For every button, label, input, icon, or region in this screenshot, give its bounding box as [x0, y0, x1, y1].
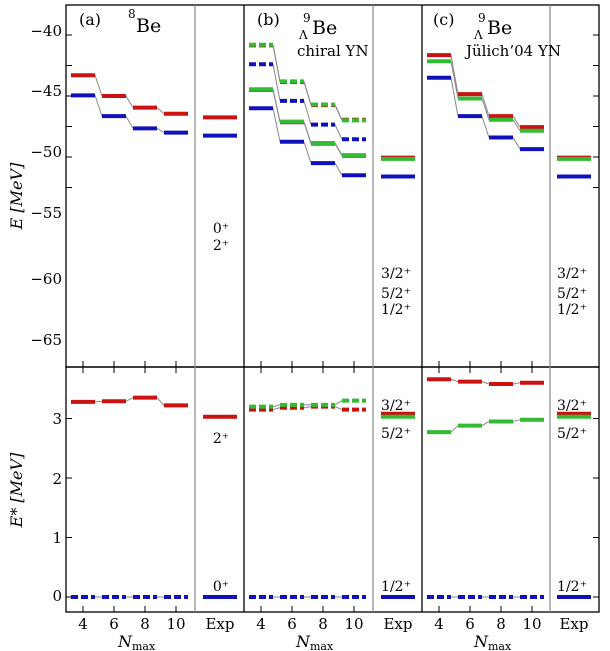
exp-xtick-label: Exp [559, 615, 588, 633]
panel-a-mass-number: 8 [128, 7, 136, 21]
top-connector-line [304, 122, 311, 143]
panel-c-mass-number: 9 [478, 11, 486, 25]
top-connector-line [273, 45, 280, 82]
top-connector-line [126, 96, 133, 108]
ytick-top-label: −55 [30, 204, 62, 222]
ytick-top-label: −50 [30, 143, 62, 161]
bottom-connector-line [482, 382, 489, 384]
panel-b-subtitle: chiral YN [297, 42, 369, 60]
x-axis-label: Nmax [117, 632, 156, 651]
xtick-label: 6 [287, 615, 297, 633]
ytick-bottom-label: 1 [52, 529, 62, 547]
exp-level-label: 1/2⁺ [381, 302, 411, 318]
exp-level-label: 3/2⁺ [557, 398, 587, 414]
top-connector-line [157, 108, 164, 114]
exp-level-label: 5/2⁺ [557, 426, 587, 442]
exp-level-label: 1/2⁺ [381, 579, 411, 595]
top-connector-line [335, 105, 342, 121]
exp-level-label: 1/2⁺ [557, 302, 587, 318]
xtick-label: 6 [109, 615, 119, 633]
exp-xtick-label: Exp [383, 615, 412, 633]
top-connector-line [95, 75, 102, 96]
top-connector-line [335, 143, 342, 155]
exp-level-label: 5/2⁺ [557, 286, 587, 302]
ytick-top-label: −65 [30, 331, 62, 349]
exp-level-label: 3/2⁺ [381, 266, 411, 282]
bottom-connector-line [513, 383, 520, 384]
panel-tag-a: (a) [79, 10, 101, 29]
bottom-connector-line [513, 420, 520, 422]
panel-c-hyperon: Λ [473, 28, 483, 42]
top-connector-line [304, 81, 311, 104]
x-axis-label: Nmax [473, 632, 512, 651]
bottom-connector-line [95, 401, 102, 402]
xtick-label: 4 [256, 615, 266, 633]
top-connector-line [126, 116, 133, 128]
y-axis-label-bottom: E* [MeV] [7, 452, 26, 528]
top-connector-line [273, 108, 280, 142]
ytick-bottom-label: 3 [52, 410, 62, 428]
panel-c-nucleus: Be [487, 17, 512, 39]
xtick-label: 6 [465, 615, 475, 633]
bottom-connector-line [273, 405, 280, 407]
ytick-top-label: −45 [30, 82, 62, 100]
ytick-top-label: −40 [30, 22, 62, 40]
x-axis-label: Nmax [295, 632, 334, 651]
panel-tag-b: (b) [257, 10, 280, 29]
bottom-connector-line [273, 408, 280, 410]
exp-level-label: 2⁺ [213, 431, 229, 447]
bottom-connector-line [451, 379, 458, 381]
xtick-label: 8 [140, 615, 150, 633]
top-connector-line [451, 55, 458, 94]
exp-level-label: 0⁺ [213, 579, 229, 595]
top-connector-line [513, 137, 520, 149]
xtick-label: 4 [434, 615, 444, 633]
top-connector-line [157, 128, 164, 132]
exp-level-label: 5/2⁺ [381, 286, 411, 302]
y-axis-label-top: E [MeV] [7, 162, 26, 230]
exp-level-label: 5/2⁺ [381, 426, 411, 442]
xtick-label: 8 [318, 615, 328, 633]
exp-level-label: 3/2⁺ [381, 398, 411, 414]
top-connector-line [304, 101, 311, 125]
exp-level-label: 0⁺ [213, 221, 229, 237]
exp-level-label: 1/2⁺ [557, 579, 587, 595]
bottom-connector-line [126, 398, 133, 402]
exp-level-label: 2⁺ [213, 238, 229, 254]
top-connector-line [451, 78, 458, 116]
bottom-connector-line [451, 426, 458, 433]
ytick-bottom-label: 2 [52, 470, 62, 488]
top-connector-line [335, 125, 342, 140]
exp-xtick-label: Exp [205, 615, 234, 633]
panel-b-mass-number: 9 [303, 11, 311, 25]
exp-level-label: 3/2⁺ [557, 266, 587, 282]
panel-c-subtitle: Jülich’04 YN [464, 42, 561, 60]
panel-b-hyperon: Λ [298, 28, 308, 42]
xtick-label: 10 [166, 615, 185, 633]
top-connector-line [482, 116, 489, 137]
top-connector-line [335, 163, 342, 175]
bottom-connector-line [335, 407, 342, 410]
xtick-label: 10 [522, 615, 541, 633]
xtick-label: 4 [78, 615, 88, 633]
top-connector-line [451, 61, 458, 98]
panel-b-nucleus: Be [312, 17, 337, 39]
top-connector-line [482, 98, 489, 119]
bottom-connector-line [335, 401, 342, 405]
panel-a-nucleus: Be [136, 15, 161, 37]
xtick-label: 10 [344, 615, 363, 633]
top-connector-line [482, 94, 489, 116]
ytick-top-label: −60 [30, 270, 62, 288]
bottom-connector-line [157, 398, 164, 406]
top-connector-line [304, 142, 311, 163]
top-connector-line [95, 95, 102, 116]
bottom-connector-line [482, 421, 489, 425]
xtick-label: 8 [496, 615, 506, 633]
ytick-bottom-label: 0 [52, 587, 62, 605]
panel-tag-c: (c) [433, 10, 454, 29]
chart-marks [66, 35, 599, 612]
bottom-connector-line [304, 407, 311, 408]
